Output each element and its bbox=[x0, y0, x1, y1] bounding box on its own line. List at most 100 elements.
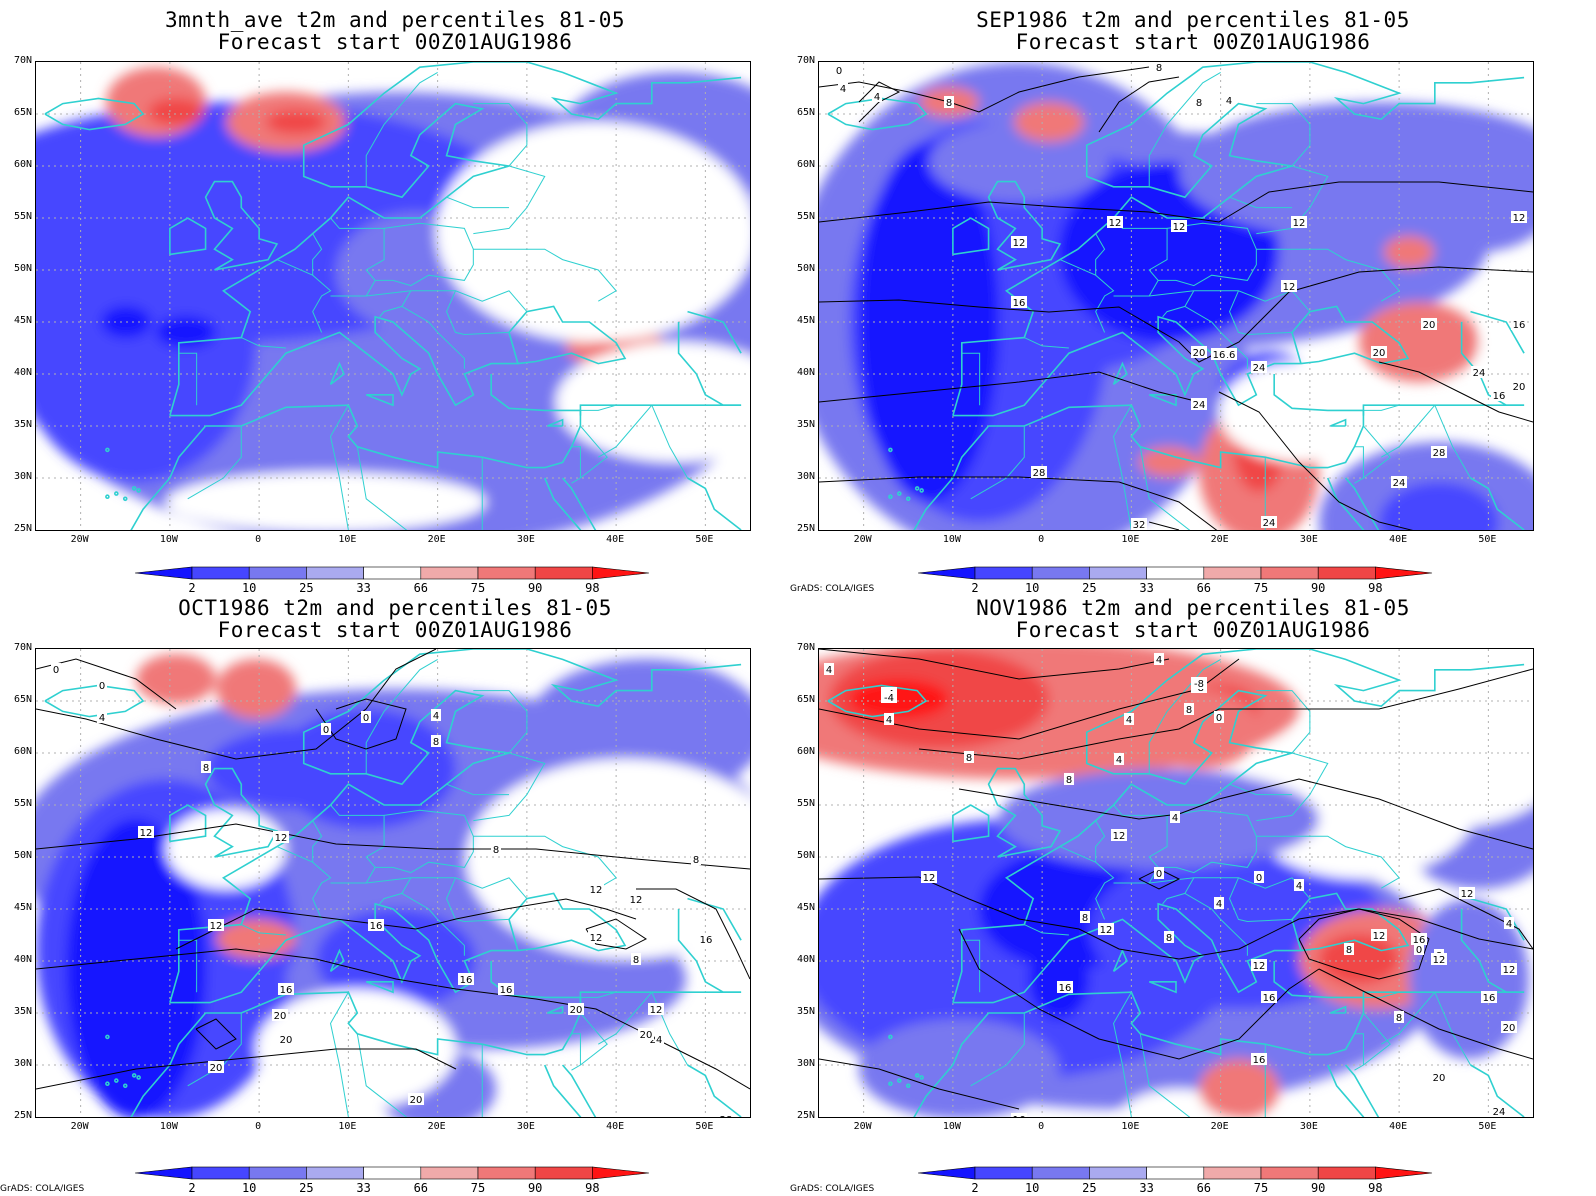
colorbar-label: 25 bbox=[299, 1181, 314, 1195]
colorbar-right-arrow bbox=[1375, 1166, 1433, 1180]
contour-value-label: 0 bbox=[99, 681, 105, 692]
temperature-contour-line bbox=[819, 876, 1533, 960]
longitude-label: 0 bbox=[255, 1121, 262, 1132]
contour-value-label: 4 bbox=[1156, 655, 1162, 666]
longitude-label: 30E bbox=[516, 534, 535, 545]
latitude-label: 55N bbox=[13, 798, 32, 809]
contour-value-label: 4 bbox=[1226, 96, 1232, 107]
contour-value-label: 4 bbox=[874, 92, 880, 103]
coastline bbox=[329, 361, 345, 386]
coastline bbox=[687, 310, 742, 354]
colorbar-segment bbox=[420, 1166, 479, 1180]
contour-value-label: 24 bbox=[1253, 363, 1266, 374]
percentile-shading-area bbox=[1379, 482, 1499, 530]
contour-value-label: 4 bbox=[1116, 755, 1122, 766]
latitude-label: 70N bbox=[13, 642, 32, 653]
colorbar-left-arrow bbox=[135, 1166, 193, 1180]
contour-value-label: 8 bbox=[1066, 775, 1072, 786]
contour-value-label: 16 bbox=[1013, 1115, 1026, 1117]
percentile-shading-area bbox=[1139, 447, 1199, 477]
longitude-label: 20E bbox=[1210, 1121, 1229, 1132]
colorbar-segment bbox=[1203, 566, 1262, 580]
coastline bbox=[526, 649, 742, 708]
percentile-shading-area bbox=[849, 679, 949, 719]
percentile-shading-area bbox=[136, 654, 216, 704]
colorbar-left-arrow bbox=[918, 566, 976, 580]
coastline bbox=[677, 322, 742, 407]
country-border bbox=[1229, 196, 1293, 209]
latitude-label: 35N bbox=[13, 419, 32, 430]
temperature-contour-line bbox=[1148, 521, 1180, 530]
island bbox=[131, 1073, 137, 1078]
contour-value-label: 0 bbox=[1256, 873, 1262, 884]
longitude-label: 10W bbox=[159, 1121, 178, 1132]
longitude-label: 40E bbox=[606, 1121, 625, 1132]
colorbar-segment bbox=[1317, 566, 1376, 580]
coastline bbox=[952, 305, 1410, 417]
contour-value-label: 12 bbox=[210, 921, 223, 932]
temperature-contour-line bbox=[819, 266, 1533, 363]
colorbar-label: 2 bbox=[971, 1181, 979, 1195]
coastline bbox=[1330, 418, 1347, 427]
country-border bbox=[1139, 446, 1191, 530]
coastline bbox=[169, 649, 527, 1003]
island bbox=[122, 496, 128, 502]
percentile-shading-area bbox=[266, 110, 326, 134]
colorbar-label: 33 bbox=[1139, 581, 1154, 595]
latitude-label: 55N bbox=[796, 798, 815, 809]
contour-value-label: 8 bbox=[433, 737, 439, 748]
country-border bbox=[178, 352, 198, 406]
country-border bbox=[276, 259, 332, 333]
contour-value-label: 24 bbox=[1393, 478, 1406, 489]
country-border bbox=[1095, 233, 1106, 276]
island bbox=[905, 496, 911, 502]
colorbar-label: 98 bbox=[1368, 581, 1383, 595]
colorbar-segment bbox=[1146, 1166, 1205, 1180]
coastline bbox=[1112, 948, 1128, 973]
contour-value-label: 20 bbox=[1193, 348, 1206, 359]
colorbar-label: 33 bbox=[1139, 1181, 1154, 1195]
temperature-contour-line bbox=[36, 948, 750, 1090]
percentile-colorbar bbox=[918, 1166, 1433, 1180]
coastline bbox=[687, 1064, 742, 1117]
country-border bbox=[379, 290, 412, 318]
contour-value-label: 8 bbox=[1346, 945, 1352, 956]
panel-title-line1: SEP1986 t2m and percentiles 81-05 bbox=[976, 8, 1410, 32]
map-svg bbox=[36, 62, 750, 530]
contour-value-label: 12 bbox=[1253, 961, 1266, 972]
temperature-contour-line bbox=[819, 181, 1533, 223]
map-area: 0 4 4 8 8 8 4 12 12 12 12 16 16 16 20 20 20 24 24 28 28 24 24 3… bbox=[818, 61, 1534, 531]
percentile-shading-area bbox=[156, 316, 216, 348]
percentile-shading-area bbox=[556, 342, 750, 462]
country-border bbox=[1139, 1033, 1191, 1117]
contour-value-label: 12 bbox=[1013, 238, 1026, 249]
country-border bbox=[330, 804, 385, 884]
country-border bbox=[1381, 991, 1436, 1045]
colorbar-segment bbox=[534, 566, 593, 580]
island bbox=[888, 447, 893, 453]
country-border bbox=[1229, 877, 1293, 922]
latitude-label: 35N bbox=[13, 1006, 32, 1017]
contour-value-label: 20 bbox=[274, 1011, 287, 1022]
percentile-shading-area bbox=[1014, 102, 1084, 142]
country-border bbox=[446, 290, 510, 335]
latitude-label: 40N bbox=[796, 367, 815, 378]
panel-title-line2: Forecast start 00Z01AUG1986 bbox=[217, 618, 573, 642]
latitude-label: 30N bbox=[796, 471, 815, 482]
country-border bbox=[375, 809, 474, 874]
colorbar-segment bbox=[363, 1166, 422, 1180]
country-border bbox=[366, 290, 528, 312]
longitude-label: 50E bbox=[1478, 1121, 1497, 1132]
coastline bbox=[952, 217, 990, 256]
temperature-contour-line bbox=[1098, 76, 1180, 133]
coastline bbox=[169, 62, 527, 416]
coastline bbox=[987, 180, 1062, 271]
coastline bbox=[204, 180, 279, 271]
coastline bbox=[1148, 393, 1177, 407]
coastline bbox=[365, 980, 394, 994]
contour-value-label: 20 bbox=[1433, 1073, 1446, 1084]
panel-title-line2: Forecast start 00Z01AUG1986 bbox=[1015, 30, 1371, 54]
latitude-label: 60N bbox=[796, 159, 815, 170]
percentile-shading-area bbox=[859, 1019, 1059, 1117]
country-border bbox=[473, 248, 617, 302]
